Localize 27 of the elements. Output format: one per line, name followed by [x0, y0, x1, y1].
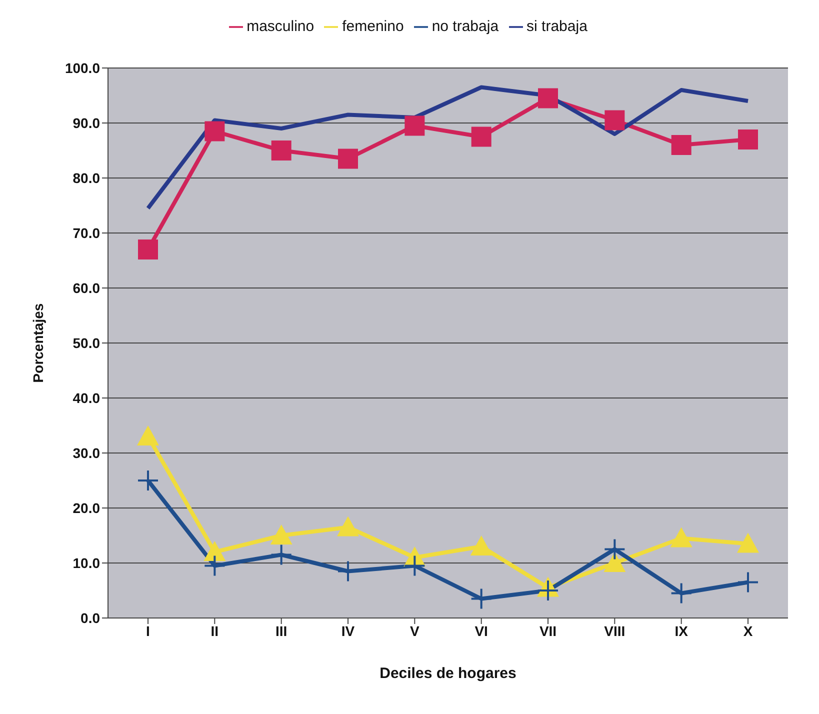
x-tick-label: III: [275, 622, 288, 639]
x-tick-label: IX: [674, 622, 689, 639]
x-tick-label: V: [410, 622, 420, 639]
x-axis-title: Deciles de hogares: [380, 665, 516, 682]
y-tick-label: 100.0: [64, 60, 100, 76]
legend-label: masculino: [246, 18, 314, 35]
y-tick-label: 10.0: [72, 554, 100, 571]
x-tick-label: IV: [341, 622, 356, 639]
x-tick-label: VII: [539, 622, 557, 639]
y-tick-label: 90.0: [72, 114, 100, 131]
legend-label: no trabaja: [432, 18, 499, 35]
y-axis-title: Porcentajes: [30, 303, 46, 383]
y-tick-label: 50.0: [72, 334, 100, 351]
y-tick-label: 80.0: [72, 170, 100, 186]
x-tick-label: VIII: [604, 622, 626, 639]
y-tick-label: 30.0: [72, 444, 100, 461]
x-tick-label: I: [146, 622, 150, 639]
y-tick-label: 70.0: [72, 224, 100, 241]
x-tick-label: X: [743, 622, 754, 639]
y-tick-label: 20.0: [72, 500, 100, 516]
y-tick-label: 40.0: [72, 390, 100, 406]
y-tick-label: 0.0: [80, 610, 100, 626]
x-tick-label: VI: [474, 622, 488, 639]
legend-label: femenino: [342, 18, 404, 35]
x-tick-label: II: [210, 622, 219, 639]
legend-label: si trabaja: [526, 18, 588, 35]
y-tick-label: 60.0: [72, 280, 100, 296]
